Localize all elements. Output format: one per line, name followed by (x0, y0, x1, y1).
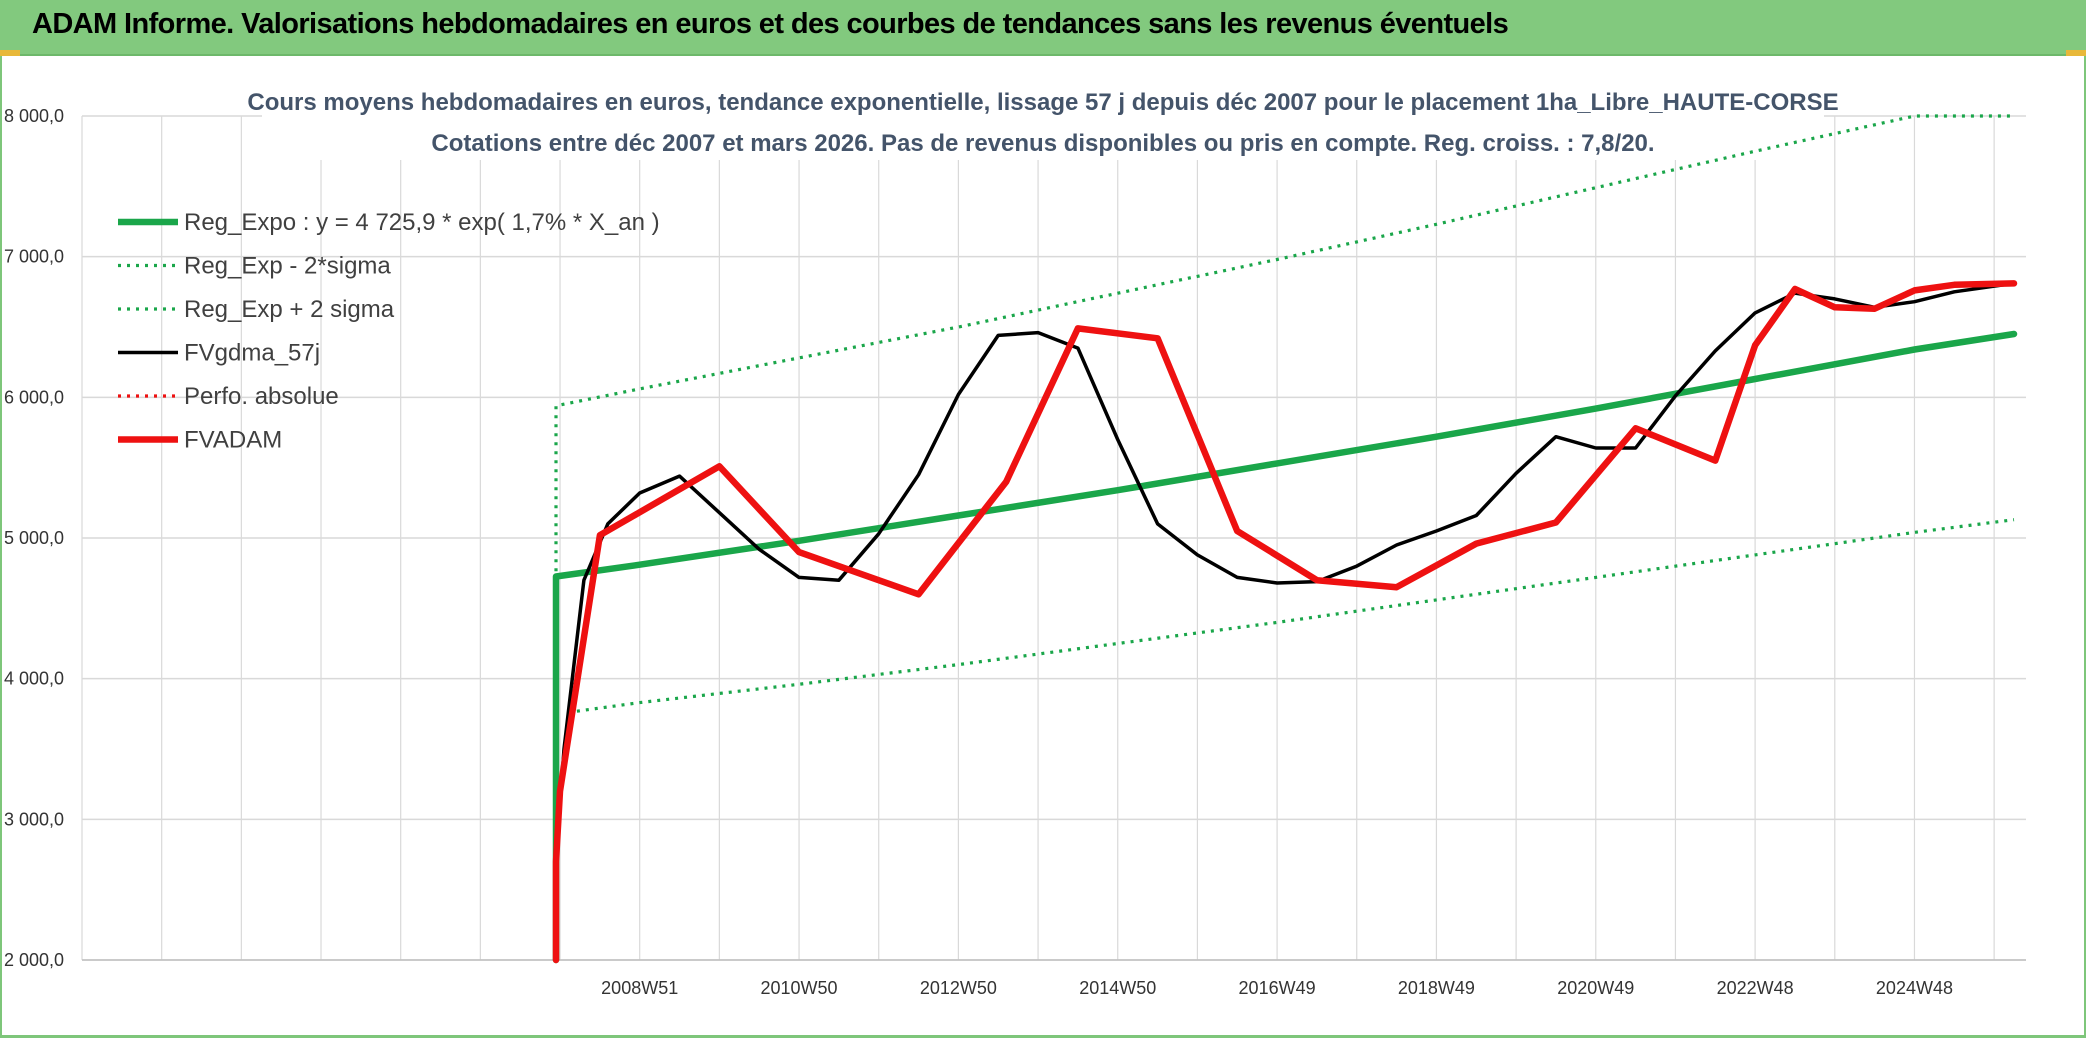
series-line-5 (552, 280, 2018, 964)
legend-label-3: FVgdma_57j (184, 340, 320, 367)
y-tick-label: 8 000,0 (4, 106, 64, 126)
y-tick-label: 7 000,0 (4, 247, 64, 267)
report-banner: ADAM Informe. Valorisations hebdomadaire… (0, 0, 2086, 56)
x-tick-label: 2010W50 (761, 978, 838, 998)
series-line-1 (567, 518, 2015, 714)
series-line-3 (554, 281, 2016, 864)
y-axis-ticks: 2 000,0 3 000,0 4 000,0 5 000,0 6 000,0 7 000… (4, 106, 64, 970)
x-tick-label: 2020W49 (1557, 978, 1634, 998)
y-tick-label: 2 000,0 (4, 950, 64, 970)
x-tick-label: 2012W50 (920, 978, 997, 998)
y-tick-label: 6 000,0 (4, 387, 64, 407)
chart-title: Cours moyens hebdomadaires en euros, ten… (247, 89, 1838, 116)
report-title: ADAM Informe. Valorisations hebdomadaire… (32, 8, 1509, 40)
series-line-2 (554, 114, 2014, 581)
legend-label-0: Reg_Expo : y = 4 725,9 * exp( 1,7% * X_a… (184, 209, 660, 236)
y-tick-label: 4 000,0 (4, 669, 64, 689)
chart-series (552, 114, 2018, 964)
x-tick-label: 2014W50 (1079, 978, 1156, 998)
title-background (262, 82, 1824, 160)
x-tick-label: 2018W49 (1398, 978, 1475, 998)
chart-subtitle: Cotations entre déc 2007 et mars 2026. P… (431, 130, 1654, 157)
x-axis-ticks: 2008W51 2010W50 2012W50 2014W50 2016W49 2018W… (601, 978, 1953, 998)
legend-label-1: Reg_Exp - 2*sigma (184, 253, 391, 280)
chart-legend: Reg_Expo : y = 4 725,9 * exp( 1,7% * X_a… (118, 209, 660, 454)
x-tick-label: 2024W48 (1876, 978, 1953, 998)
y-tick-label: 3 000,0 (4, 809, 64, 829)
x-tick-label: 2022W48 (1717, 978, 1794, 998)
banner-corner-right (2066, 50, 2086, 56)
legend-label-5: FVADAM (184, 427, 282, 454)
y-tick-label: 5 000,0 (4, 528, 64, 548)
legend-label-4: Perfo. absolue (184, 383, 339, 410)
legend-label-2: Reg_Exp + 2 sigma (184, 296, 395, 323)
series-line-0 (552, 330, 2018, 964)
x-tick-label: 2016W49 (1239, 978, 1316, 998)
banner-corner-left (0, 50, 20, 56)
chart-grid (81, 115, 2026, 961)
x-tick-label: 2008W51 (601, 978, 678, 998)
